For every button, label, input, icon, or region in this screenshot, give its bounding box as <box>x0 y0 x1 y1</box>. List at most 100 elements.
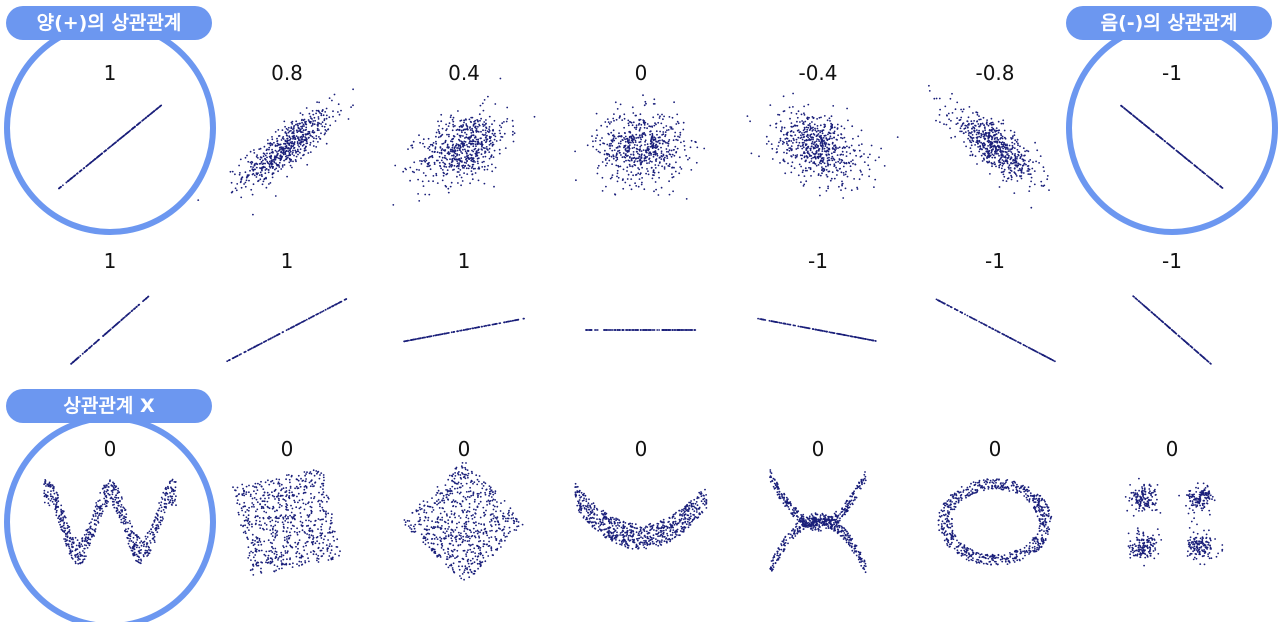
scatter-point <box>963 127 966 130</box>
scatter-point <box>619 165 622 168</box>
scatter-point <box>823 123 826 126</box>
scatter-point <box>960 130 963 133</box>
scatter-point <box>1008 164 1011 167</box>
scatter-point <box>801 120 803 122</box>
scatter-point <box>818 140 821 143</box>
scatter-point <box>143 543 146 546</box>
scatter-point <box>1015 175 1018 177</box>
scatter-point <box>412 140 415 143</box>
scatter-point <box>98 155 100 157</box>
scatter-point <box>288 152 291 154</box>
scatter-point <box>1010 151 1013 154</box>
scatter-point <box>801 138 804 141</box>
scatter-point <box>637 185 640 188</box>
scatter-point <box>286 137 288 140</box>
scatter-point <box>484 155 487 158</box>
scatter-point <box>1015 164 1018 167</box>
scatter-point <box>257 157 259 159</box>
scatter-point <box>817 173 820 175</box>
scatter-point <box>779 120 782 123</box>
scatter-point <box>746 115 749 117</box>
scatter-point <box>252 169 255 172</box>
scatter-point <box>131 309 134 312</box>
scatter-point <box>647 145 649 148</box>
scatter-point <box>478 326 480 328</box>
scatter-point <box>842 153 844 156</box>
scatter-point <box>286 154 288 157</box>
scatter-point <box>423 159 425 162</box>
scatter-point <box>167 496 170 498</box>
scatter-point <box>1003 146 1006 149</box>
scatter-point <box>1043 170 1045 173</box>
scatter-point <box>317 116 320 118</box>
scatter-point <box>805 147 808 150</box>
scatter-point <box>475 153 478 156</box>
scatter-point <box>482 156 485 158</box>
scatter-point <box>448 133 450 136</box>
scatter-point <box>484 129 487 132</box>
scatter-point <box>971 127 973 130</box>
scatter-point <box>833 130 836 133</box>
scatter-point <box>1151 311 1153 314</box>
scatter-point <box>293 143 296 146</box>
scatter-point <box>997 153 999 155</box>
scatter-point <box>283 120 286 123</box>
scatter-point <box>802 146 805 149</box>
scatter-point <box>1161 138 1164 141</box>
scatter-point <box>631 134 634 137</box>
scatter-point <box>969 147 972 150</box>
scatter-point <box>989 129 991 132</box>
scatter-point <box>622 187 625 190</box>
scatter-point <box>485 324 487 327</box>
scatter-point <box>645 151 648 154</box>
scatter-point <box>950 136 953 139</box>
scatter-point <box>277 150 280 152</box>
scatter-point <box>311 123 314 126</box>
scatter-point <box>671 153 674 156</box>
scatter-point <box>268 160 271 163</box>
scatter-point <box>604 159 607 161</box>
scatter-point <box>144 535 147 538</box>
scatter-point <box>443 162 446 165</box>
scatter-point <box>997 139 1000 141</box>
scatter-point <box>640 156 643 159</box>
scatter-point <box>670 155 673 158</box>
scatter-point <box>1145 306 1148 309</box>
scatter-point <box>494 166 497 169</box>
scatter-point <box>625 150 628 152</box>
scatter-point <box>640 154 643 157</box>
scatter-point <box>162 509 165 511</box>
scatter-point <box>78 170 81 173</box>
scatter-point <box>228 359 231 361</box>
scatter-point <box>673 166 675 169</box>
scatter-point <box>646 162 648 165</box>
scatter-point <box>120 137 123 139</box>
scatter-point <box>315 112 317 115</box>
scatter-point <box>127 527 130 530</box>
scatter-point <box>827 164 829 167</box>
scatter-point <box>639 145 642 148</box>
scatter-point <box>274 155 277 158</box>
scatter-point <box>673 154 676 157</box>
scatter-point <box>978 320 981 323</box>
scatter-point <box>261 163 264 166</box>
scatter-point <box>459 160 462 163</box>
scatter-point <box>262 159 264 162</box>
scatter-point <box>783 160 785 162</box>
scatter-point <box>839 162 841 165</box>
scatter-point <box>643 126 646 129</box>
scatter-point <box>481 102 484 105</box>
scatter-point <box>828 137 831 140</box>
scatter-point <box>802 185 805 187</box>
scatter-point <box>668 193 671 196</box>
scatter-point <box>1168 327 1171 329</box>
scatter-point <box>969 135 972 138</box>
scatter-point <box>623 113 626 116</box>
scatter-point <box>612 155 615 158</box>
scatter-point <box>268 183 270 185</box>
scatter-point <box>471 165 474 168</box>
scatter-point <box>428 165 430 168</box>
scatter-point <box>824 125 826 128</box>
scatter-point <box>458 134 461 137</box>
scatter-point <box>1005 334 1007 337</box>
